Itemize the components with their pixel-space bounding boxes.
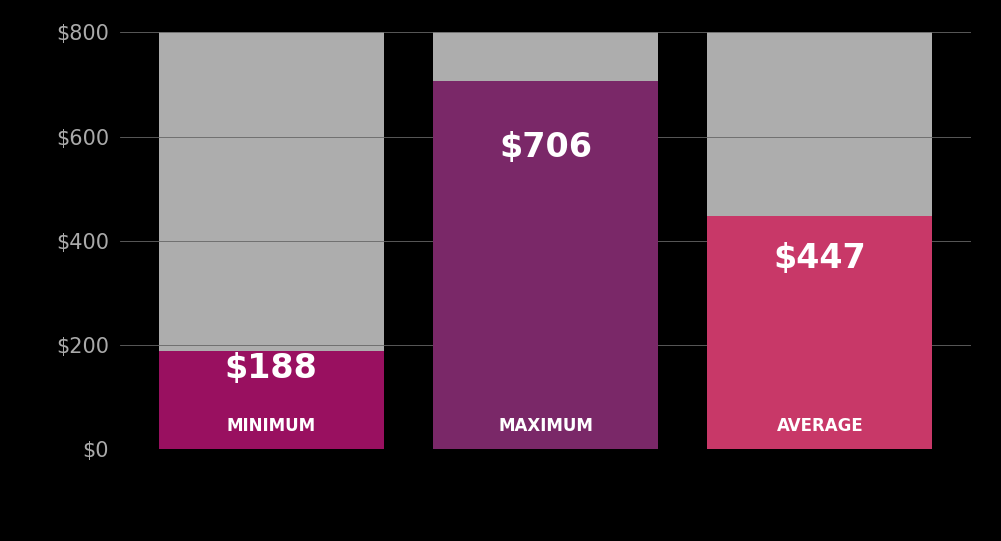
Bar xyxy=(708,32,932,449)
Bar xyxy=(159,32,383,449)
Text: MAXIMUM: MAXIMUM xyxy=(498,417,593,435)
Bar xyxy=(159,351,383,449)
Text: $447: $447 xyxy=(774,242,866,275)
Text: AVERAGE: AVERAGE xyxy=(777,417,863,435)
Text: $188: $188 xyxy=(225,352,317,385)
Bar xyxy=(433,81,658,449)
Bar xyxy=(433,32,658,449)
Text: $706: $706 xyxy=(499,131,592,164)
Bar xyxy=(708,216,932,449)
Text: MINIMUM: MINIMUM xyxy=(226,417,316,435)
